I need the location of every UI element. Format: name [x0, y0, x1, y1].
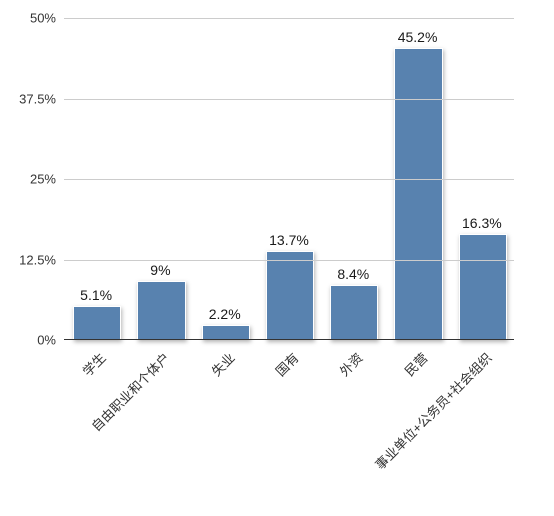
x-tick-label: 国有: [289, 348, 315, 368]
bar: [202, 325, 250, 340]
y-tick-label: 12.5%: [19, 252, 56, 267]
bar-value-label: 5.1%: [80, 287, 112, 303]
gridline: [64, 179, 514, 180]
y-tick-label: 50%: [30, 11, 56, 26]
x-axis-line: [64, 339, 514, 340]
plot-area: 5.1%学生9%自由职业和个体户2.2%失业13.7%国有8.4%外资45.2%…: [64, 18, 514, 340]
bar: [266, 251, 314, 340]
y-tick-label: 0%: [37, 333, 56, 348]
x-tick-label: 外资: [353, 348, 379, 368]
bar-value-label: 8.4%: [337, 266, 369, 282]
bar: [394, 48, 442, 340]
x-tick-label: 民营: [418, 348, 444, 368]
bar: [459, 234, 507, 340]
bar: [330, 285, 378, 340]
bar: [137, 281, 185, 340]
bar-value-label: 13.7%: [269, 232, 309, 248]
gridline: [64, 99, 514, 100]
gridline: [64, 18, 514, 19]
gridline: [64, 260, 514, 261]
bar-value-label: 16.3%: [462, 215, 502, 231]
bar-chart: 5.1%学生9%自由职业和个体户2.2%失业13.7%国有8.4%外资45.2%…: [0, 0, 554, 516]
y-tick-label: 25%: [30, 172, 56, 187]
x-tick-label: 失业: [225, 348, 251, 368]
x-tick-label: 事业单位+公务员+社会组织: [482, 348, 554, 368]
x-tick-label: 学生: [96, 348, 122, 368]
bar: [73, 306, 121, 340]
y-tick-label: 37.5%: [19, 91, 56, 106]
bar-value-label: 45.2%: [398, 29, 438, 45]
bar-value-label: 9%: [150, 262, 170, 278]
bar-value-label: 2.2%: [209, 306, 241, 322]
